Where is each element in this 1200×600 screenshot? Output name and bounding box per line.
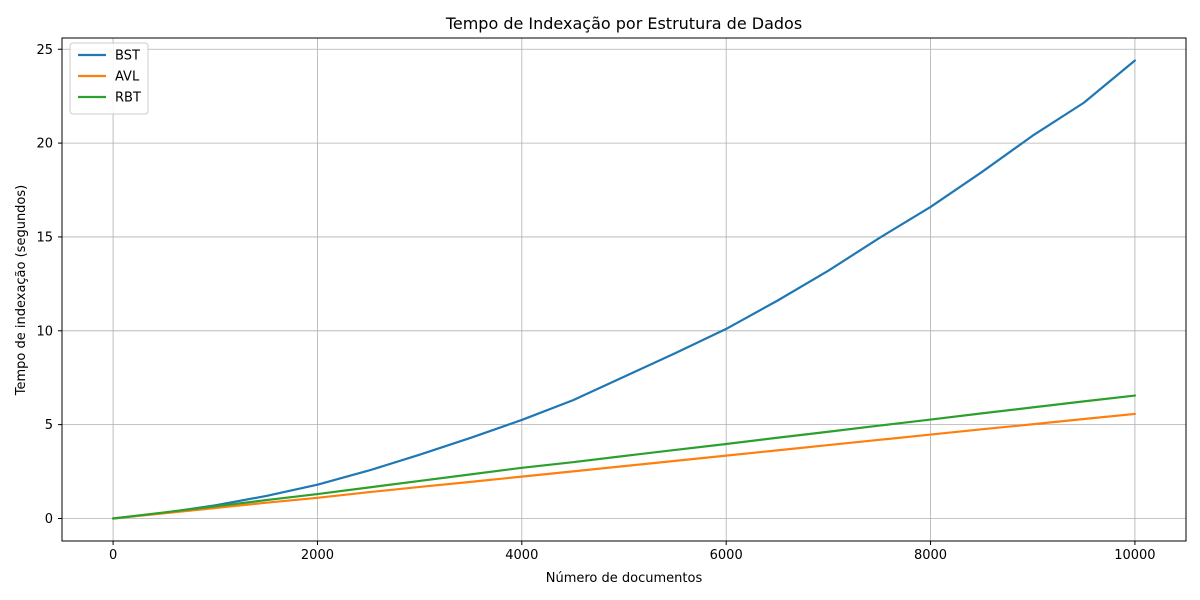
y-tick-label: 5 (45, 418, 53, 433)
x-tick-label: 4000 (505, 548, 538, 563)
x-axis-label: Número de documentos (546, 571, 703, 586)
x-tick-label: 0 (109, 548, 117, 563)
x-tick-label: 8000 (914, 548, 947, 563)
series-line-rbt (111, 394, 1137, 520)
y-tick-label: 15 (36, 230, 53, 245)
y-tick-label: 10 (36, 324, 53, 339)
legend-label-rbt: RBT (115, 91, 141, 106)
x-tick-label: 10000 (1114, 548, 1155, 563)
y-tick-label: 25 (36, 43, 53, 58)
axis-ticks: 0 2000 4000 6000 8000 10000 0 5 10 15 20 25 (36, 43, 1155, 563)
y-tick-label: 0 (45, 512, 53, 527)
series-line-avl (111, 412, 1137, 520)
legend-label-avl: AVL (115, 70, 140, 85)
y-tick-label: 20 (36, 137, 53, 152)
x-tick-label: 2000 (301, 548, 334, 563)
plot-area-frame (61, 37, 1187, 542)
legend-label-bst: BST (115, 49, 140, 64)
y-axis-label: Tempo de indexação (segundos) (14, 185, 29, 396)
legend: BST AVL RBT (69, 42, 149, 115)
grid (62, 38, 1186, 541)
series-line-bst (111, 59, 1137, 520)
chart-title: Tempo de Indexação por Estrutura de Dado… (445, 14, 802, 33)
series-lines (111, 59, 1137, 520)
x-tick-label: 6000 (710, 548, 743, 563)
